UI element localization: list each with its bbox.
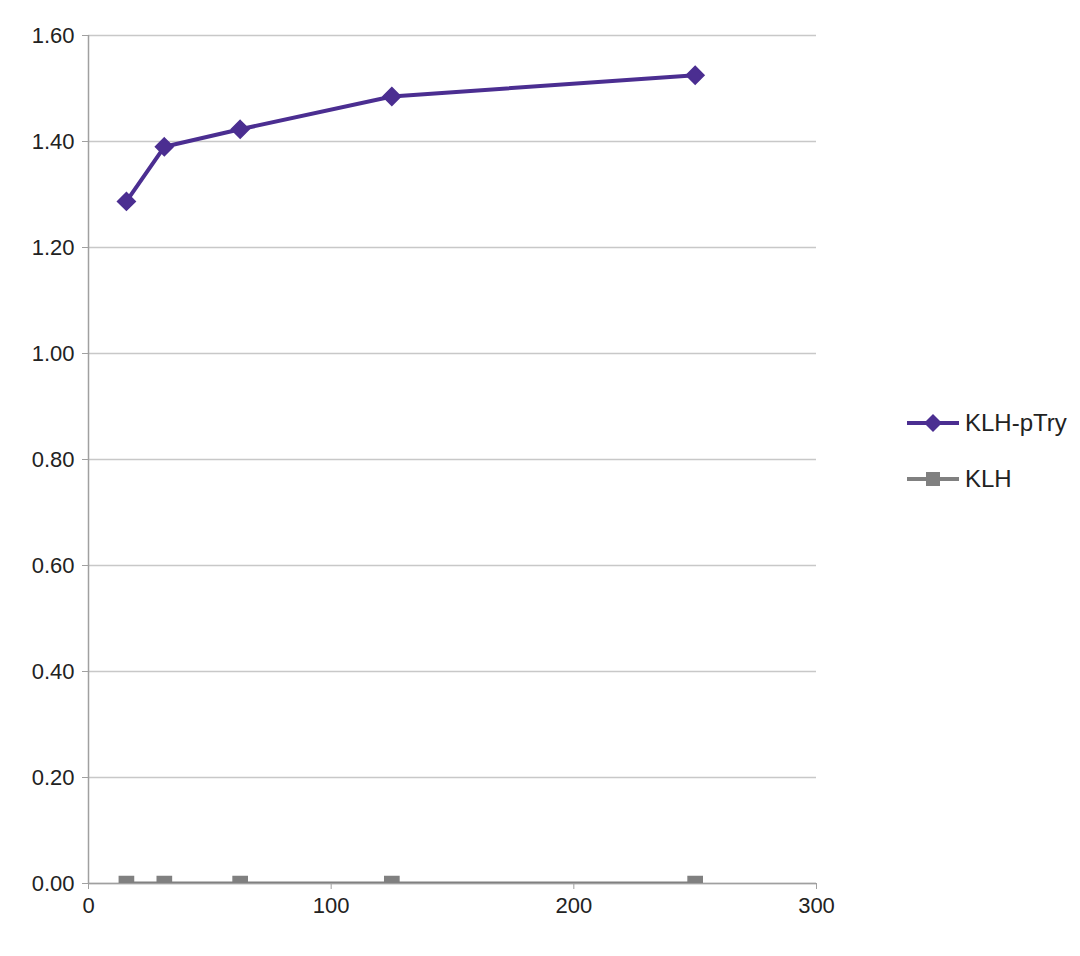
svg-text:0.20: 0.20 [32, 765, 75, 790]
svg-text:0.40: 0.40 [32, 659, 75, 684]
svg-text:100: 100 [313, 893, 350, 918]
svg-text:1.20: 1.20 [32, 235, 75, 260]
html-text:KLH-pTry: KLH-pTry [965, 409, 1067, 436]
svg-text:0: 0 [82, 893, 94, 918]
svg-text:1.00: 1.00 [32, 341, 75, 366]
svg-text:200: 200 [555, 893, 592, 918]
svg-text:0.80: 0.80 [32, 447, 75, 472]
html-text:KLH: KLH [965, 465, 1012, 492]
svg-text:1.40: 1.40 [32, 129, 75, 154]
svg-text:0.60: 0.60 [32, 553, 75, 578]
svg-text:300: 300 [798, 893, 835, 918]
svg-text:1.60: 1.60 [32, 23, 75, 48]
svg-text:0.00: 0.00 [32, 871, 75, 896]
